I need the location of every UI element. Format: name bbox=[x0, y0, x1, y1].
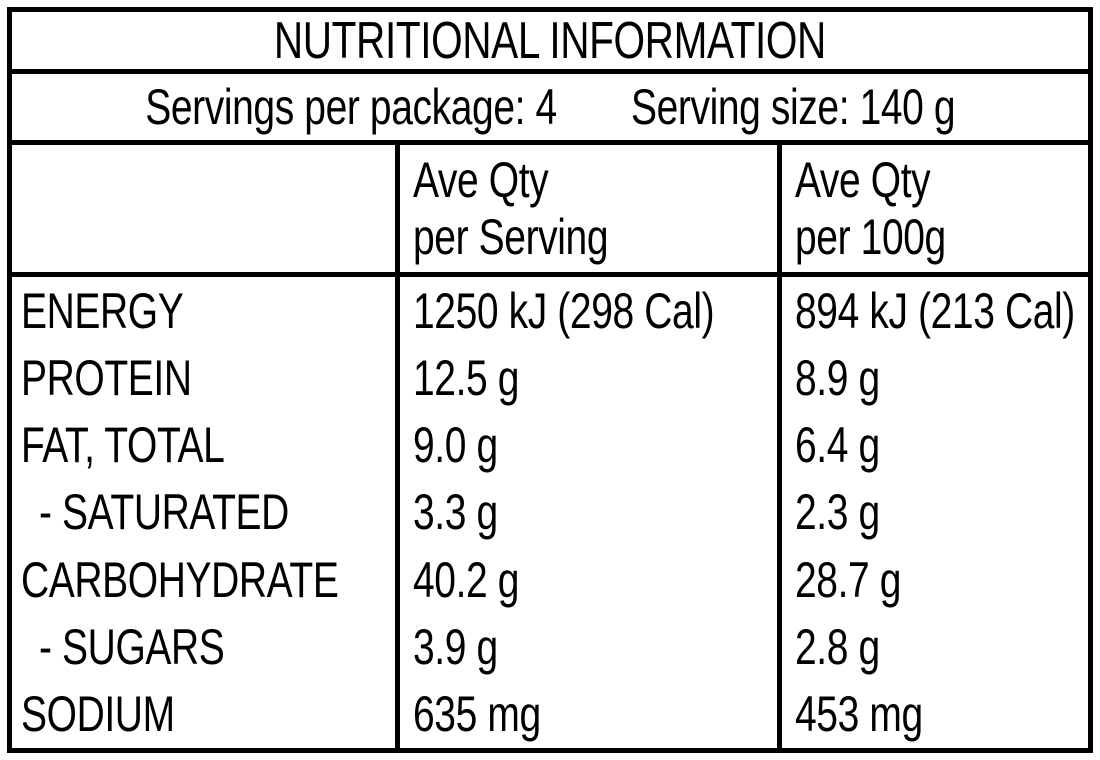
row-sugars-per-100g: 2.8 g bbox=[795, 619, 880, 676]
header-nutrient-column bbox=[12, 145, 395, 272]
row-protein-name: PROTEIN bbox=[21, 349, 192, 406]
row-fat-total-per-100g: 6.4 g bbox=[795, 417, 880, 474]
serving-size: Serving size: 140 g bbox=[630, 79, 956, 135]
row-sugars-name: - SUGARS bbox=[39, 619, 225, 676]
header-per-serving-line2: per Serving bbox=[413, 208, 609, 265]
servings-row: Servings per package: 4 Serving size: 140… bbox=[12, 74, 1088, 145]
row-sodium-per-serving: 635 mg bbox=[413, 686, 541, 743]
column-header-row: Ave Qty per Serving Ave Qty per 100g bbox=[12, 145, 1088, 277]
servings-line: Servings per package: 4 Serving size: 140… bbox=[145, 78, 955, 136]
nutrition-information-panel: NUTRITIONAL INFORMATION Servings per pac… bbox=[7, 7, 1093, 753]
servings-per-package: Servings per package: 4 bbox=[144, 79, 557, 135]
panel-title: NUTRITIONAL INFORMATION bbox=[273, 11, 827, 70]
row-energy-per-100g: 894 kJ (213 Cal) bbox=[795, 282, 1075, 339]
header-per-serving-column: Ave Qty per Serving bbox=[395, 145, 777, 272]
row-saturated-per-serving: 3.3 g bbox=[413, 484, 498, 541]
row-carbohydrate-per-100g: 28.7 g bbox=[795, 551, 902, 608]
row-sodium-name: SODIUM bbox=[21, 686, 175, 743]
row-sodium-per-100g: 453 mg bbox=[795, 686, 923, 743]
row-energy-per-serving: 1250 kJ (298 Cal) bbox=[413, 282, 715, 339]
row-carbohydrate-name: CARBOHYDRATE bbox=[21, 551, 339, 608]
per-100g-column: 894 kJ (213 Cal) 8.9 g 6.4 g 2.3 g 28.7 … bbox=[777, 277, 1100, 748]
header-per-serving-line1: Ave Qty bbox=[413, 151, 549, 208]
header-per-100g-line2: per 100g bbox=[795, 208, 946, 265]
header-per-100g-column: Ave Qty per 100g bbox=[777, 145, 1088, 272]
row-sugars-per-serving: 3.9 g bbox=[413, 619, 498, 676]
row-fat-total-name: FAT, TOTAL bbox=[21, 417, 225, 474]
panel-title-row: NUTRITIONAL INFORMATION bbox=[12, 12, 1088, 74]
per-serving-column: 1250 kJ (298 Cal) 12.5 g 9.0 g 3.3 g 40.… bbox=[395, 277, 777, 748]
header-per-100g-line1: Ave Qty bbox=[795, 151, 931, 208]
nutrient-table-body: ENERGY PROTEIN FAT, TOTAL - SATURATED CA… bbox=[12, 277, 1088, 748]
row-carbohydrate-per-serving: 40.2 g bbox=[413, 551, 520, 608]
nutrient-name-column: ENERGY PROTEIN FAT, TOTAL - SATURATED CA… bbox=[12, 277, 395, 748]
row-saturated-name: - SATURATED bbox=[39, 484, 289, 541]
row-protein-per-100g: 8.9 g bbox=[795, 349, 880, 406]
row-protein-per-serving: 12.5 g bbox=[413, 349, 520, 406]
row-saturated-per-100g: 2.3 g bbox=[795, 484, 880, 541]
row-fat-total-per-serving: 9.0 g bbox=[413, 417, 498, 474]
row-energy-name: ENERGY bbox=[21, 282, 184, 339]
